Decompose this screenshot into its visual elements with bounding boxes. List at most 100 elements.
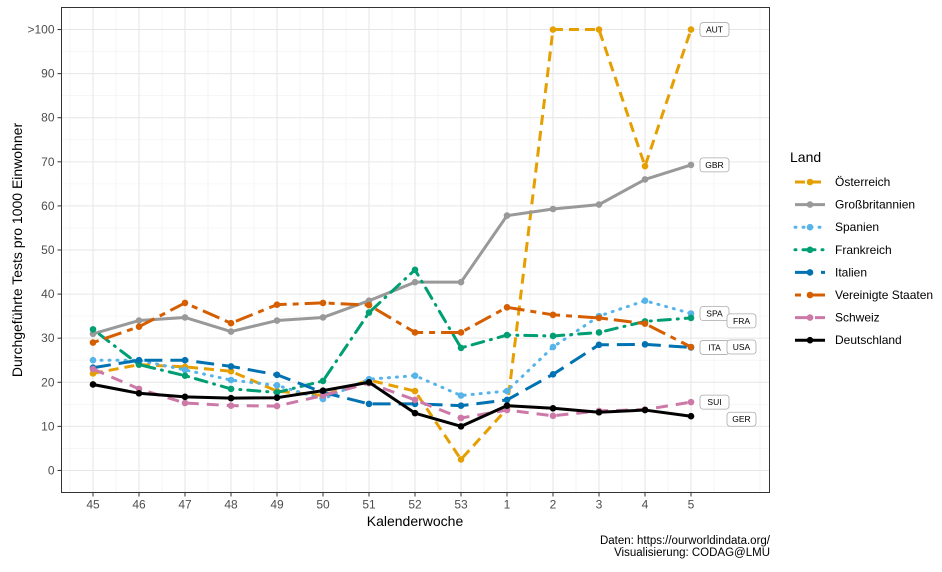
data-point: [227, 328, 235, 335]
end-label-fra: FRA: [733, 316, 750, 326]
data-point: [365, 309, 373, 316]
legend-key-point: [806, 178, 814, 186]
data-point: [227, 319, 235, 327]
data-point: [503, 396, 511, 404]
data-point: [457, 402, 465, 409]
x-tick-label: 47: [178, 498, 192, 512]
data-point: [595, 314, 603, 322]
data-point: [227, 376, 235, 384]
data-point: [181, 299, 189, 307]
data-point: [319, 299, 327, 307]
end-label-ita: ITA: [708, 342, 721, 352]
data-point: [457, 278, 465, 286]
data-point: [227, 402, 235, 409]
end-label-gbr: GBR: [705, 160, 723, 170]
end-label-sui: SUI: [707, 397, 721, 407]
legend-label: Frankreich: [835, 243, 892, 257]
data-point: [135, 389, 143, 397]
data-point: [411, 396, 419, 404]
data-point: [365, 400, 373, 408]
y-axis: >100 90 80 70 60 50 40 30 20 10 0: [27, 23, 62, 477]
data-point: [595, 408, 603, 416]
series-line: [91, 299, 693, 401]
data-point: [135, 323, 143, 331]
legend-item: Schweiz: [795, 311, 880, 325]
data-point: [365, 378, 373, 386]
end-label-box: [699, 157, 730, 173]
x-tick-label: 52: [408, 498, 422, 512]
y-tick-label: >100: [27, 23, 54, 37]
y-axis-title: Durchgeführte Tests pro 1000 Einwohner: [9, 123, 25, 378]
data-point: [641, 341, 649, 348]
y-tick-label: 0: [48, 463, 55, 477]
data-point: [687, 314, 695, 322]
data-point: [457, 423, 465, 430]
x-axis-title: Kalenderwoche: [367, 513, 464, 529]
data-point: [641, 297, 649, 305]
data-point: [457, 344, 465, 352]
data-point: [457, 329, 465, 336]
series-line: [92, 380, 692, 428]
data-point: [549, 26, 557, 33]
caption-credit: Visualisierung: CODAG@LMU: [614, 547, 770, 559]
y-tick-label: 20: [41, 375, 55, 389]
data-point: [595, 341, 603, 349]
legend-label: Spanien: [835, 220, 879, 234]
legend-key-point: [806, 223, 814, 231]
data-point: [411, 372, 419, 379]
end-label-box: [699, 22, 730, 37]
x-tick-label: 4: [642, 498, 649, 512]
data-point: [641, 162, 649, 170]
legend-key-point: [806, 291, 814, 299]
end-labels: AUT GBR SPA FRA ITA USA SUI GER: [699, 22, 757, 427]
data-point: [411, 387, 419, 395]
data-point: [227, 385, 235, 393]
data-point: [503, 387, 511, 395]
legend-title: Land: [790, 149, 821, 165]
legend-item: Vereinigte Staaten: [795, 288, 933, 302]
data-point: [549, 205, 557, 213]
legend-label: Österreich: [835, 175, 890, 189]
legend-key-point: [806, 314, 814, 321]
y-tick-label: 90: [41, 67, 55, 81]
x-tick-label: 45: [86, 498, 100, 512]
series-line: [91, 268, 693, 394]
data-point: [503, 402, 511, 409]
data-point: [273, 371, 281, 379]
legend-key-point: [806, 269, 814, 276]
data-point: [135, 317, 143, 324]
data-point: [365, 301, 373, 309]
legend-label: Schweiz: [835, 311, 880, 325]
data-point: [641, 406, 649, 414]
x-tick-label: 48: [224, 498, 238, 512]
data-point: [687, 398, 695, 406]
data-point: [181, 314, 189, 321]
end-label-box: [726, 339, 757, 355]
x-tick-label: 51: [362, 498, 376, 512]
data-point: [687, 343, 695, 351]
legend-key-point: [806, 336, 814, 344]
x-tick-label: 46: [132, 498, 146, 512]
data-point: [549, 371, 557, 378]
data-point: [641, 320, 649, 327]
legend-item: Großbritannien: [795, 198, 915, 212]
x-tick-label: 50: [316, 498, 330, 512]
y-tick-label: 30: [41, 331, 55, 345]
end-label-box: [726, 313, 757, 329]
y-tick-label: 80: [41, 111, 55, 125]
legend-key-point: [806, 246, 814, 254]
data-point: [595, 26, 603, 33]
data-point: [641, 176, 649, 183]
data-point: [411, 409, 419, 417]
legend-item: Frankreich: [793, 243, 892, 257]
data-point: [273, 317, 281, 324]
data-point: [181, 393, 189, 401]
series-line: [92, 367, 692, 420]
data-point: [595, 329, 603, 336]
data-point: [135, 356, 143, 364]
x-tick-label: 2: [550, 498, 557, 512]
y-tick-label: 10: [41, 419, 55, 433]
legend-label: Vereinigte Staaten: [835, 288, 933, 302]
data-point: [687, 26, 695, 33]
data-point: [273, 389, 281, 396]
